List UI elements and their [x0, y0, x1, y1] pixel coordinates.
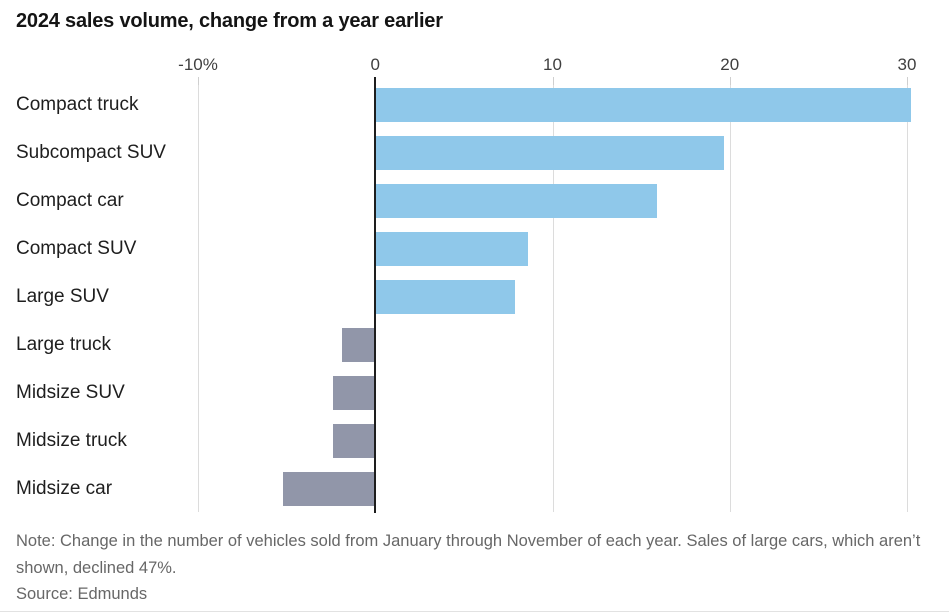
x-tick-label: 0: [370, 55, 380, 74]
bar-midsize-suv: [332, 376, 376, 410]
bar-midsize-car: [283, 472, 376, 506]
category-label: Compact truck: [16, 94, 139, 115]
category-label: Large SUV: [16, 286, 109, 307]
gridline: [198, 85, 199, 512]
bar-subcompact-suv: [375, 136, 725, 170]
category-label: Compact car: [16, 190, 124, 211]
tick-mark: [198, 77, 199, 85]
gridline: [907, 85, 908, 512]
note-text: Note: Change in the number of vehicles s…: [16, 532, 921, 577]
x-tick-label: 10: [543, 55, 562, 74]
category-label: Subcompact SUV: [16, 142, 166, 163]
bar-compact-truck: [375, 88, 911, 122]
tick-mark: [552, 77, 554, 85]
bar-compact-car: [375, 184, 658, 218]
x-tick-label: -10%: [178, 55, 218, 74]
category-label: Large truck: [16, 334, 112, 355]
tick-mark: [729, 77, 731, 85]
bar-compact-suv: [375, 232, 528, 266]
category-label: Midsize SUV: [16, 382, 125, 403]
zero-line: [374, 77, 377, 513]
bar-large-truck: [341, 328, 376, 362]
bar-midsize-truck: [332, 424, 376, 458]
tick-mark: [907, 77, 908, 85]
bar-large-suv: [375, 280, 516, 314]
chart-title: 2024 sales volume, change from a year ea…: [16, 10, 443, 32]
x-tick-label: 30: [897, 55, 917, 74]
category-label: Compact SUV: [16, 238, 137, 259]
gridline: [552, 85, 554, 512]
category-label: Midsize car: [16, 478, 113, 499]
footnote: Note: Change in the number of vehicles s…: [16, 528, 942, 608]
category-label: Midsize truck: [16, 430, 127, 451]
x-tick-label: 20: [720, 55, 740, 74]
source-text: Source: Edmunds: [16, 585, 148, 604]
plot-area: -10% 0 10 20 30: [178, 55, 916, 513]
gridline: [729, 85, 731, 512]
